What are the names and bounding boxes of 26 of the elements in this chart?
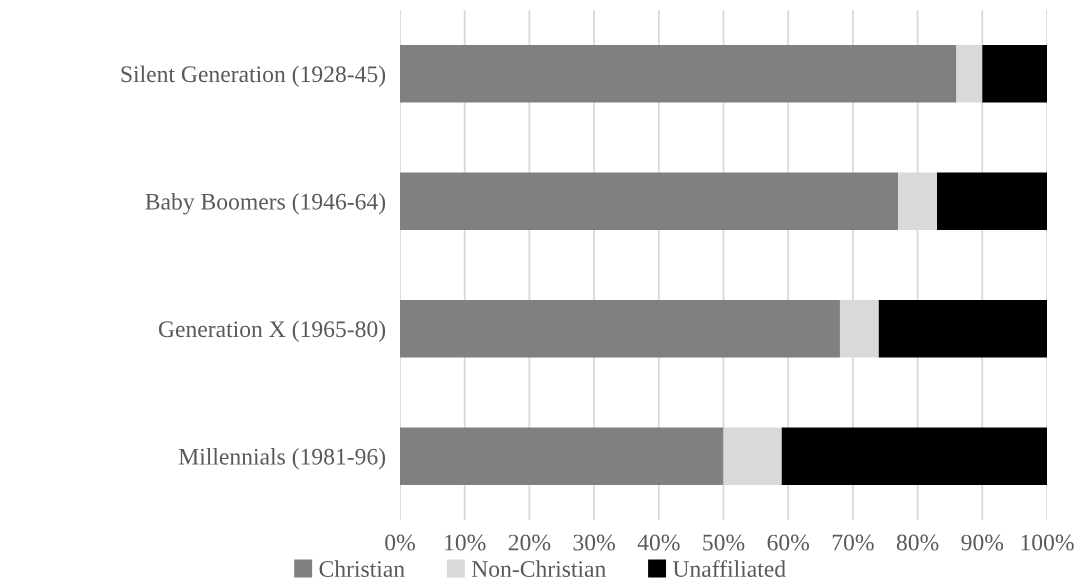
x-tick-label: 70%	[832, 534, 874, 551]
x-tick-label: 100%	[1021, 534, 1074, 551]
legend-label: Unaffiliated	[672, 560, 786, 577]
legend-label: Non-Christian	[471, 560, 606, 577]
bar	[400, 172, 899, 230]
bar	[982, 45, 1047, 103]
legend-label: Christian	[319, 560, 405, 577]
x-tick-label: 90%	[961, 534, 1004, 551]
x-tick-label: 50%	[703, 534, 745, 551]
x-tick-label: 10%	[445, 534, 486, 551]
bar	[400, 427, 724, 485]
x-tick-label: 20%	[508, 534, 551, 551]
x-tick-label: 60%	[767, 534, 810, 551]
y-tick-label: Baby Boomers (1946-64)	[145, 193, 386, 215]
bar	[878, 300, 1047, 358]
x-tick-label: 0%	[385, 534, 415, 551]
x-tick-label: 30%	[573, 534, 615, 551]
bar	[400, 45, 957, 103]
x-tick-label: 80%	[896, 534, 939, 551]
y-tick-label: Millennials (1981-96)	[178, 448, 386, 470]
y-tick-label: Generation X (1965-80)	[158, 320, 386, 342]
bar	[400, 300, 840, 358]
bar	[937, 172, 1047, 230]
bar	[781, 427, 1047, 485]
y-tick-label: Silent Generation (1928-45)	[121, 65, 386, 87]
x-tick-label: 40%	[637, 534, 680, 551]
